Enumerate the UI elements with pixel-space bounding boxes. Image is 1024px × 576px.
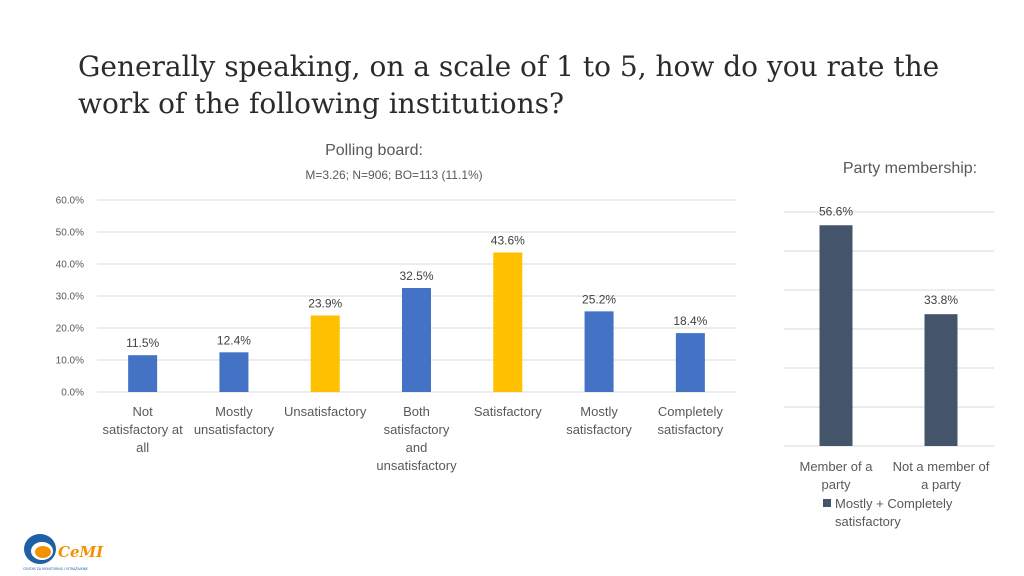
y-tick-label: 40.0% — [56, 260, 84, 271]
y-tick-label: 20.0% — [56, 324, 84, 335]
y-tick-label: 10.0% — [56, 356, 84, 367]
data-label: 25.2% — [582, 292, 616, 306]
data-label: 23.9% — [308, 297, 342, 311]
category-label: Mostly satisfactory — [566, 404, 632, 437]
logo-text: CeMI — [58, 543, 104, 561]
bar — [493, 252, 523, 392]
y-tick-label: 60.0% — [56, 196, 84, 207]
category-label: Completely satisfactory — [657, 404, 723, 437]
data-label: 43.6% — [491, 233, 525, 247]
data-label: 33.8% — [924, 293, 958, 307]
category-label: Not a member of a party — [893, 459, 990, 492]
category-label: Not satisfactory at all — [103, 404, 184, 455]
bar — [128, 355, 158, 392]
category-label: Member of a party — [800, 459, 874, 492]
data-label: 11.5% — [126, 336, 159, 350]
cemi-logo: CeMI CENTAR ZA MONITORING I ISTRAŽIVANJE — [23, 534, 104, 571]
category-label: Unsatisfactory — [284, 404, 367, 419]
bar — [584, 311, 614, 392]
logo-subtext: CENTAR ZA MONITORING I ISTRAŽIVANJE — [23, 566, 88, 571]
bar — [924, 314, 958, 446]
y-tick-label: 50.0% — [56, 228, 84, 239]
right-chart-title: Party membership: — [842, 160, 978, 177]
data-label: 56.6% — [819, 204, 853, 218]
y-tick-label: 30.0% — [56, 292, 84, 303]
bar — [819, 225, 853, 446]
y-tick-label: 0.0% — [61, 388, 84, 399]
data-label: 18.4% — [673, 314, 707, 328]
data-label: 32.5% — [399, 269, 433, 283]
left-chart-title: Polling board: — [325, 142, 423, 159]
data-label: 12.4% — [217, 333, 251, 347]
legend-swatch — [823, 499, 831, 507]
bar — [675, 333, 705, 392]
bar — [402, 288, 431, 392]
legend-label: Mostly + Completely satisfactory — [835, 496, 953, 529]
bar — [219, 352, 249, 392]
category-label: Mostly unsatisfactory — [194, 404, 275, 437]
category-label: Both satisfactory and unsatisfactory — [376, 404, 457, 473]
category-label: Satisfactory — [474, 404, 542, 419]
left-chart-subtitle: M=3.26; N=906; BO=113 (11.1%) — [305, 168, 483, 182]
slide-title: Generally speaking, on a scale of 1 to 5… — [78, 50, 940, 120]
bar — [310, 315, 340, 392]
